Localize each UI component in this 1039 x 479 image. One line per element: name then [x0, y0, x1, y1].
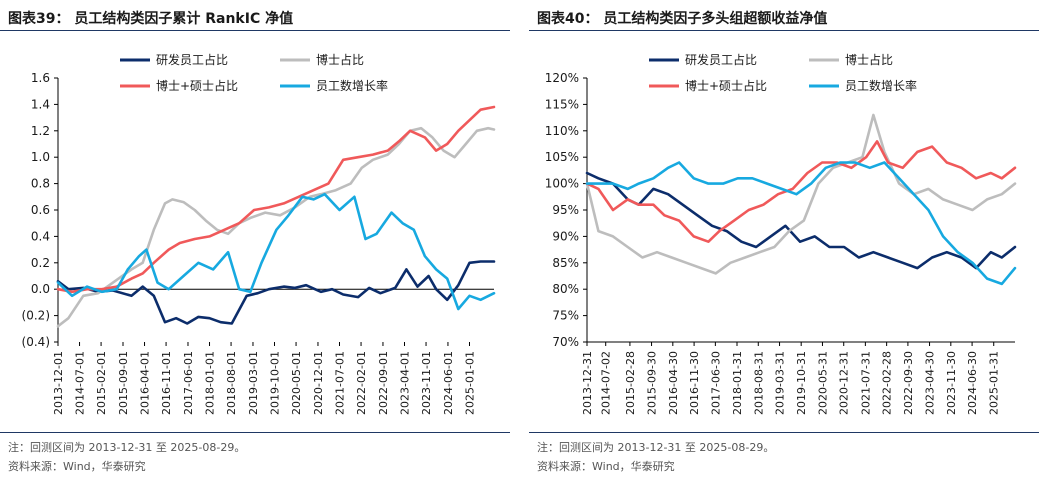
left-series-line-blue: [56, 192, 496, 311]
left-x-tick-label: 2020-05-01: [290, 351, 303, 415]
right-y-tick-label: 100%: [545, 177, 579, 191]
left-x-tick-label: 2022-09-01: [377, 351, 390, 415]
left-x-tick-label: 2025-01-01: [463, 351, 476, 415]
right-title-rule: [529, 30, 1039, 31]
left-x-tick-label: 2020-12-01: [312, 351, 325, 415]
left-x-tick-label: 2016-11-01: [160, 351, 173, 415]
left-x-tick-label: 2017-06-01: [182, 351, 195, 415]
right-chart-svg: 70% 75% 80% 85% 90% 95% 100% 105% 110% 115% 120% 20…: [545, 52, 1017, 415]
left-x-tick-label: 2018-01-01: [204, 351, 217, 415]
right-x-tick-label: 2019-03-31: [774, 351, 787, 415]
right-x-tick-label: 2023-04-30: [924, 351, 937, 415]
right-x-tick-label: 2017-06-30: [709, 351, 722, 415]
left-y-tick-label: (0.4): [22, 335, 50, 349]
right-x-tick-label: 2020-05-31: [816, 351, 829, 415]
left-legend-label: 员工数增长率: [316, 78, 388, 93]
right-legend-label: 博士+硕士占比: [685, 78, 767, 93]
right-x-tick-label: 2014-07-02: [600, 351, 613, 415]
left-x-tick-label: 2013-12-01: [52, 351, 65, 415]
right-series-line-red: [585, 140, 1017, 243]
right-y-tick-label: 105%: [545, 150, 579, 164]
right-x-tick-label: 2025-01-31: [988, 351, 1001, 415]
left-y-tick-label: 0.2: [31, 256, 50, 270]
left-y-tick-label: 1.2: [31, 124, 50, 138]
left-legend-label: 研发员工占比: [156, 52, 228, 67]
left-x-tick-label: 2019-10-01: [269, 351, 282, 415]
right-y-tick-label: 75%: [552, 309, 579, 323]
left-chart-svg: (0.4) (0.2) 0.0 0.2 0.4 0.6 0.8 1.0 1.2 1.4 1.6 201…: [22, 52, 496, 415]
left-x-tick-label: 2019-03-01: [247, 351, 260, 415]
left-y-tick-label: 1.6: [31, 71, 50, 85]
left-footer-rule: [0, 432, 510, 433]
right-chart-note: 注：回测区间为 2013-12-31 至 2025-08-29。: [537, 441, 775, 454]
right-y-tick-label: 110%: [545, 124, 579, 138]
left-x-tick-label: 2014-07-01: [74, 351, 87, 415]
right-x-tick-label: 2013-12-31: [581, 351, 594, 415]
left-y-tick-label: (0.2): [22, 309, 50, 323]
right-x-tick-label: 2024-06-30: [966, 351, 979, 415]
left-chart-panel: 图表39： 员工结构类因子累计 RankIC 净值 (0.4) (0.2) 0.0 0…: [0, 0, 510, 479]
right-x-tick-label: 2018-01-31: [731, 351, 744, 415]
left-x-tick-label: 2023-04-01: [398, 351, 411, 415]
right-y-tick-label: 120%: [545, 71, 579, 85]
left-legend-label: 博士+硕士占比: [156, 78, 238, 93]
right-x-tick-label: 2018-08-31: [752, 351, 765, 415]
right-x-tick-label: 2019-10-31: [795, 351, 808, 415]
right-legend-label: 研发员工占比: [685, 52, 757, 67]
right-x-tick-label: 2020-12-31: [838, 351, 851, 415]
right-x-tick-label: 2022-09-30: [902, 351, 915, 415]
right-y-tick-label: 90%: [552, 229, 579, 243]
left-x-tick-label: 2015-09-01: [117, 351, 130, 415]
left-x-tick-label: 2024-06-01: [442, 351, 455, 415]
left-y-tick-label: 1.4: [31, 97, 50, 111]
left-series-line-red: [56, 105, 496, 294]
right-series-line-navy: [585, 171, 1017, 270]
right-legend-label: 博士占比: [845, 52, 893, 67]
left-x-tick-label: 2016-04-01: [139, 351, 152, 415]
right-chart-title: 图表40： 员工结构类因子多头组超额收益净值: [537, 11, 828, 27]
left-y-tick-label: 1.0: [31, 150, 50, 164]
right-x-tick-label: 2016-04-30: [667, 351, 680, 415]
left-legend-label: 博士占比: [316, 52, 364, 67]
left-y-tick-label: 0.4: [31, 229, 50, 243]
left-y-tick-label: 0.0: [31, 282, 50, 296]
right-y-tick-label: 115%: [545, 97, 579, 111]
right-x-tick-label: 2015-09-30: [646, 351, 659, 415]
left-x-tick-label: 2021-07-01: [334, 351, 347, 415]
left-series-line-navy: [56, 260, 496, 325]
left-y-tick-label: 0.6: [31, 203, 50, 217]
right-y-tick-label: 85%: [552, 256, 579, 270]
right-y-tick-label: 95%: [552, 203, 579, 217]
left-y-tick-label: 0.8: [31, 177, 50, 191]
right-legend-label: 员工数增长率: [845, 78, 917, 93]
left-x-tick-label: 2015-02-01: [95, 351, 108, 415]
right-x-tick-label: 2021-07-31: [859, 351, 872, 415]
left-chart-source: 资料来源：Wind，华泰研究: [8, 460, 146, 473]
right-x-tick-label: 2023-11-30: [945, 351, 958, 415]
right-chart-panel: 图表40： 员工结构类因子多头组超额收益净值 70% 75% 80% 85% 90% 95…: [529, 0, 1039, 479]
right-y-tick-label: 80%: [552, 282, 579, 296]
left-x-tick-label: 2022-02-01: [355, 351, 368, 415]
right-x-tick-label: 2016-11-30: [688, 351, 701, 415]
left-chart-note: 注：回测区间为 2013-12-31 至 2025-08-29。: [8, 441, 246, 454]
right-chart-source: 资料来源：Wind，华泰研究: [537, 460, 675, 473]
left-chart-title: 图表39： 员工结构类因子累计 RankIC 净值: [8, 11, 294, 27]
right-x-tick-label: 2022-02-28: [881, 351, 894, 415]
right-footer-rule: [529, 432, 1039, 433]
right-series-line-blue: [585, 161, 1017, 286]
right-y-tick-label: 70%: [552, 335, 579, 349]
left-title-rule: [0, 30, 510, 31]
right-series-line-gray: [585, 113, 1017, 275]
left-series-line-gray: [56, 126, 496, 328]
left-x-tick-label: 2023-11-01: [420, 351, 433, 415]
left-x-tick-label: 2018-08-01: [225, 351, 238, 415]
right-x-tick-label: 2015-02-28: [624, 351, 637, 415]
